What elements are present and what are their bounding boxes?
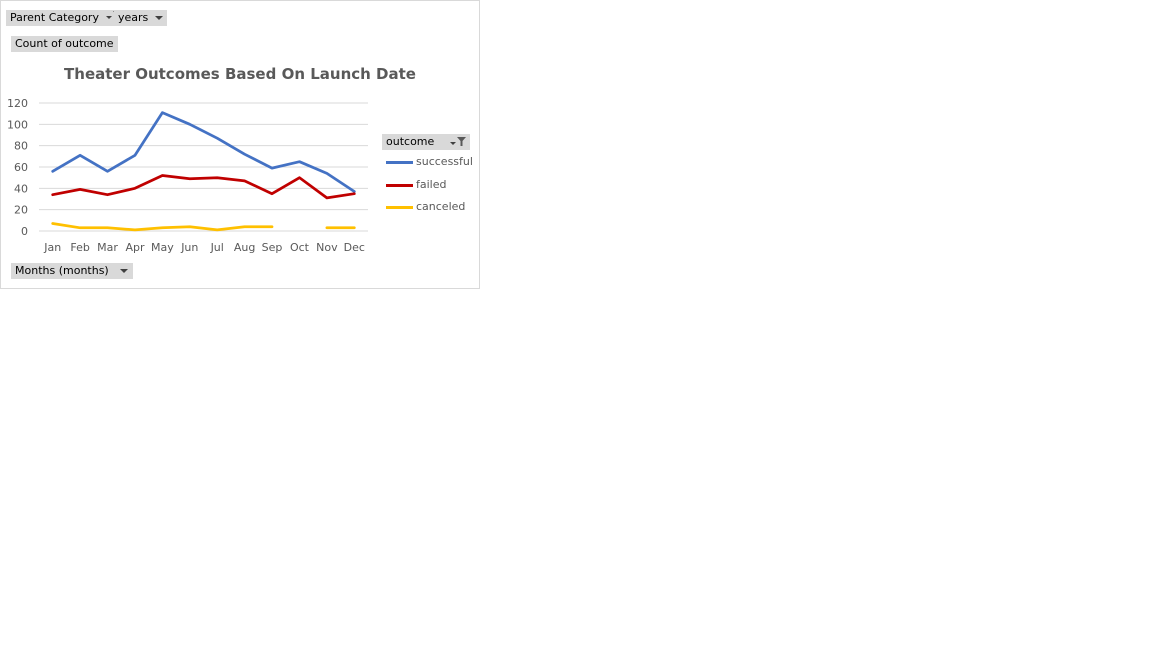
x-tick-label: Jan [43,241,61,254]
series-lines [51,111,356,232]
x-tick-labels: Jan Feb Mar Apr May Jun Jul Aug Sep Oct Nov Dec [43,241,365,254]
gridlines [39,102,368,232]
pivot-chart: Parent Category years Count of outcome T… [0,0,480,289]
y-tick-label: 120 [7,97,28,110]
outcome-legend-filter-button[interactable]: outcome [382,134,470,150]
y-tick-label: 0 [21,225,28,238]
parent-category-label: Parent Category [10,11,99,24]
dropdown-arrow-icon [154,10,163,26]
x-tick-label: May [151,241,174,254]
legend-label-successful: successful [416,155,473,168]
legend-label-failed: failed [416,178,447,191]
series-line-successful [51,111,356,193]
y-tick-label: 40 [14,182,28,195]
chart-title: Theater Outcomes Based On Launch Date [64,65,416,83]
legend-swatch-canceled [386,205,413,209]
x-tick-label: Aug [234,241,255,254]
series-line-canceled [51,222,274,232]
y-tick-label: 80 [14,140,28,153]
series-line-failed [51,174,356,200]
x-tick-label: Apr [125,241,145,254]
x-tick-label: Dec [344,241,365,254]
line-chart-plot: 0 20 40 60 80 100 120 Jan Feb Mar Apr May Jun Jul Aug… [7,97,368,254]
months-axis-label: Months (months) [15,264,109,277]
x-tick-label: Jun [180,241,198,254]
legend-swatch-failed [386,183,413,187]
y-tick-label: 20 [14,204,28,217]
dropdown-arrow-icon [115,263,129,279]
values-field-label: Count of outcome [15,37,114,50]
y-tick-labels: 0 20 40 60 80 100 120 [7,97,28,238]
years-label: years [118,11,149,24]
months-axis-field-button[interactable]: Months (months) [11,263,134,279]
values-field-button[interactable]: Count of outcome [11,36,118,52]
x-tick-label: Oct [290,241,310,254]
x-tick-label: Mar [97,241,118,254]
legend-swatch-successful [386,160,413,164]
x-tick-label: Feb [70,241,89,254]
x-tick-label: Nov [316,241,338,254]
y-tick-label: 60 [14,161,28,174]
outcome-label: outcome [386,135,435,148]
filter-icon [449,136,467,152]
years-filter-button[interactable]: years [114,10,167,26]
legend-item-successful: successful [386,155,473,169]
x-tick-label: Jul [210,241,224,254]
y-tick-label: 100 [7,118,28,131]
legend-label-canceled: canceled [416,200,466,213]
x-tick-label: Sep [262,241,283,254]
legend-item-canceled: canceled [386,200,465,214]
legend-item-failed: failed [386,178,446,192]
